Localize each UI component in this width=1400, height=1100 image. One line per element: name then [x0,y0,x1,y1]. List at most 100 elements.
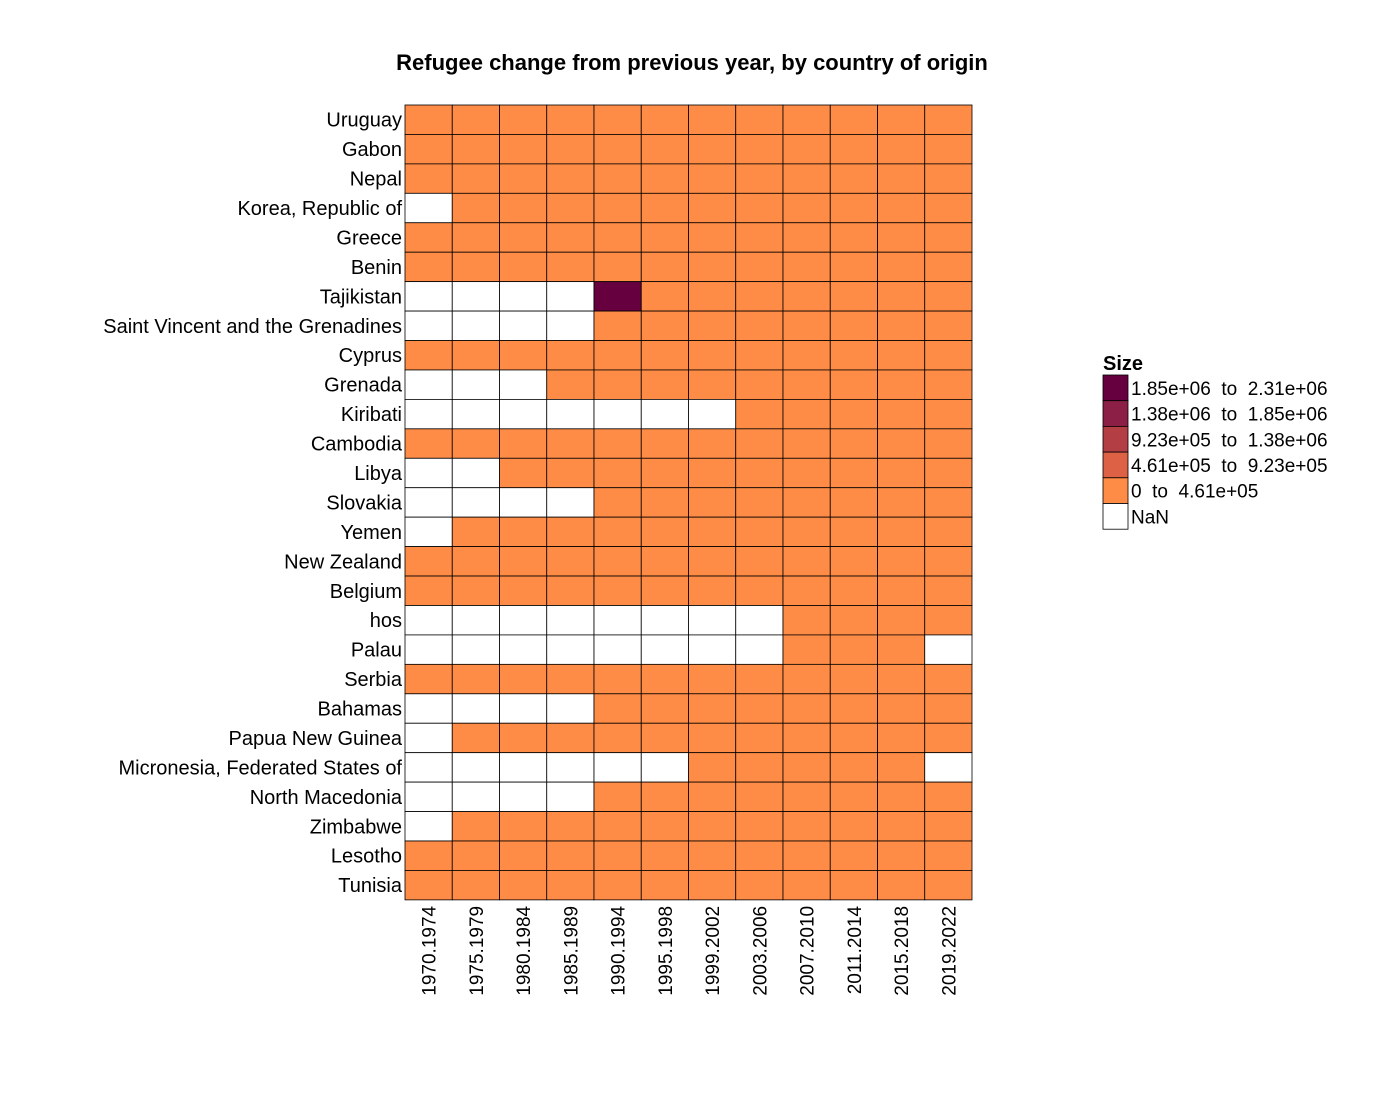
heatmap-cell [593,428,642,459]
heatmap-cell [593,752,642,783]
heatmap-cell [499,870,548,901]
heatmap-cell [782,546,831,577]
heatmap-cell [546,811,595,842]
heatmap-cell [924,516,973,547]
heatmap-cell [877,722,926,754]
heatmap-cell [735,546,784,577]
heatmap-cell [782,457,831,489]
y-tick-label: Slovakia [326,492,402,514]
heatmap-cell [593,634,642,665]
heatmap-cell [451,575,500,606]
heatmap-cell [924,811,973,842]
heatmap-cell [499,605,548,636]
heatmap-cell [782,781,831,812]
heatmap-cell [404,104,453,135]
heatmap-cell [829,840,878,871]
heatmap-cell [451,693,500,724]
heatmap-cell [735,192,784,224]
heatmap-cell [451,870,500,901]
heatmap-cell [451,634,500,665]
heatmap-cell [451,369,500,400]
y-tick-label: New Zealand [284,551,402,573]
heatmap-cell [829,605,878,636]
heatmap-cell [499,428,548,459]
y-tick-label: Yemen [340,522,402,544]
y-axis-tick-labels: Uruguay Gabon Nepal Korea, Republic of Greec… [103,110,403,897]
heatmap-cell [404,398,453,430]
heatmap-cell [546,428,595,459]
heatmap-cell [546,251,595,283]
heatmap-cell [451,516,500,547]
legend-key [1102,503,1129,530]
heatmap-cell [829,340,878,371]
heatmap-cell [829,870,878,901]
heatmap-cell [593,369,642,400]
heatmap-cell [877,634,926,665]
heatmap-cell [451,163,500,194]
heatmap-cell [499,251,548,283]
y-tick-label: Saint Vincent and the Grenadines [103,316,402,338]
heatmap-cell [688,546,737,577]
heatmap-cell [924,251,973,283]
heatmap-cell [404,663,453,695]
heatmap-cell [546,516,595,547]
heatmap-cell [735,163,784,194]
heatmap-cell [688,192,737,224]
heatmap-cell [924,634,973,665]
heatmap-cell [829,663,878,695]
legend-key [1102,400,1129,427]
legend-label: 1.85e+06 to 2.31e+06 [1131,379,1328,400]
heatmap-cell [499,398,548,430]
heatmap-cell [593,163,642,194]
heatmap-cell [782,134,831,165]
heatmap-cell [640,134,689,165]
heatmap-cell [877,134,926,165]
heatmap-cell [877,398,926,430]
heatmap-cell [546,192,595,224]
heatmap-cell [546,752,595,783]
heatmap-cell [782,222,831,253]
heatmap-cell [640,369,689,400]
heatmap-cell [640,457,689,489]
heatmap-cell [404,369,453,400]
heatmap-cell [499,752,548,783]
heatmap-cell [451,457,500,489]
heatmap-cell [451,281,500,312]
legend-label: 1.38e+06 to 1.85e+06 [1131,405,1328,426]
heatmap-cell [924,575,973,606]
heatmap-cell [877,575,926,606]
heatmap-cell [404,281,453,312]
heatmap-cell [499,281,548,312]
heatmap-cell [688,516,737,547]
heatmap-cell [451,104,500,135]
heatmap-cell [924,398,973,430]
x-axis-tick-labels: 1970.1974 1975.1979 1980.1984 1985.1989 1990… [420,905,961,995]
heatmap-cell [829,575,878,606]
heatmap-cell [640,575,689,606]
heatmap-cell [877,516,926,547]
heatmap-cell [877,104,926,135]
y-tick-label: Belgium [330,581,402,603]
heatmap-cell [640,811,689,842]
y-tick-label: Palau [351,640,402,662]
legend-label: 9.23e+05 to 1.38e+06 [1131,430,1328,451]
y-tick-label: Uruguay [326,110,402,132]
y-tick-label: Cambodia [311,434,403,456]
heatmap-cell [829,104,878,135]
heatmap-cell [688,251,737,283]
heatmap-cell [593,811,642,842]
heatmap-cell [877,457,926,489]
heatmap-cell [640,781,689,812]
heatmap-cell [546,104,595,135]
heatmap-cell [924,693,973,724]
heatmap-cell [404,428,453,459]
heatmap-cell [451,428,500,459]
heatmap-cell [735,340,784,371]
heatmap-cell [593,310,642,341]
heatmap-cell [735,663,784,695]
heatmap-cell [829,546,878,577]
heatmap-cell [640,310,689,341]
heatmap-cell [640,104,689,135]
y-tick-label: Micronesia, Federated States of [119,757,403,779]
heatmap-cell [735,487,784,518]
